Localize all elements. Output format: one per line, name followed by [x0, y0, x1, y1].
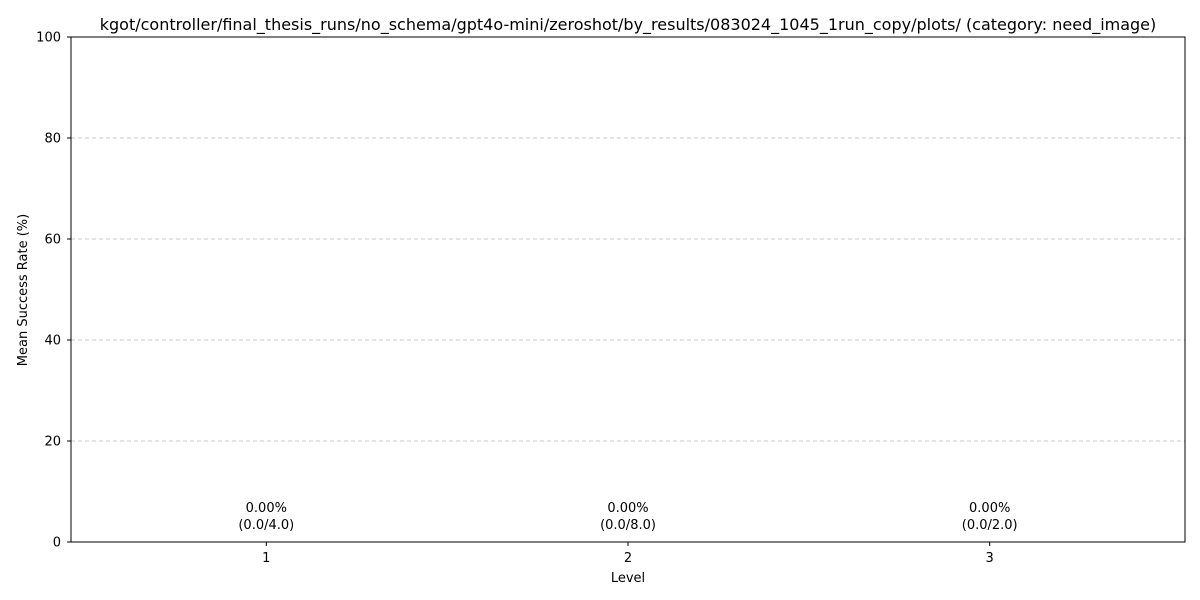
- x-axis-label: Level: [611, 571, 645, 586]
- x-tick-label: 1: [262, 551, 270, 566]
- y-axis-label: Mean Success Rate (%): [16, 214, 31, 366]
- y-tick-label: 80: [44, 132, 61, 147]
- data-labels: 0.00% (0.0/4.0) 0.00% (0.0/8.0) 0.00% (0.0/2.…: [238, 501, 1017, 533]
- bar-value-label: 0.00% (0.0/2.0): [962, 501, 1018, 533]
- bar-count-label: (0.0/8.0): [600, 518, 656, 533]
- y-tick-label: 0: [53, 536, 61, 551]
- y-tick-label: 100: [36, 31, 61, 46]
- bar-percent-label: 0.00%: [246, 501, 287, 516]
- bar-percent-label: 0.00%: [969, 501, 1010, 516]
- bar-value-label: 0.00% (0.0/8.0): [600, 501, 656, 533]
- y-tick-label: 20: [44, 435, 61, 450]
- bar-percent-label: 0.00%: [607, 501, 648, 516]
- bar-count-label: (0.0/4.0): [238, 518, 294, 533]
- plot-frame: [70, 36, 1186, 543]
- x-tick-label: 2: [624, 551, 632, 566]
- grid-lines: [71, 137, 1185, 442]
- tick-labels: 0 20 40 60 80 100 1 2 3: [36, 31, 994, 567]
- y-tick-label: 60: [44, 233, 61, 248]
- bar-value-label: 0.00% (0.0/4.0): [238, 501, 294, 533]
- bar-count-label: (0.0/2.0): [962, 518, 1018, 533]
- axes: [67, 36, 1186, 546]
- y-tick-label: 40: [44, 334, 61, 349]
- x-tick-label: 3: [986, 551, 994, 566]
- chart-title: kgot/controller/final_thesis_runs/no_sch…: [100, 15, 1157, 35]
